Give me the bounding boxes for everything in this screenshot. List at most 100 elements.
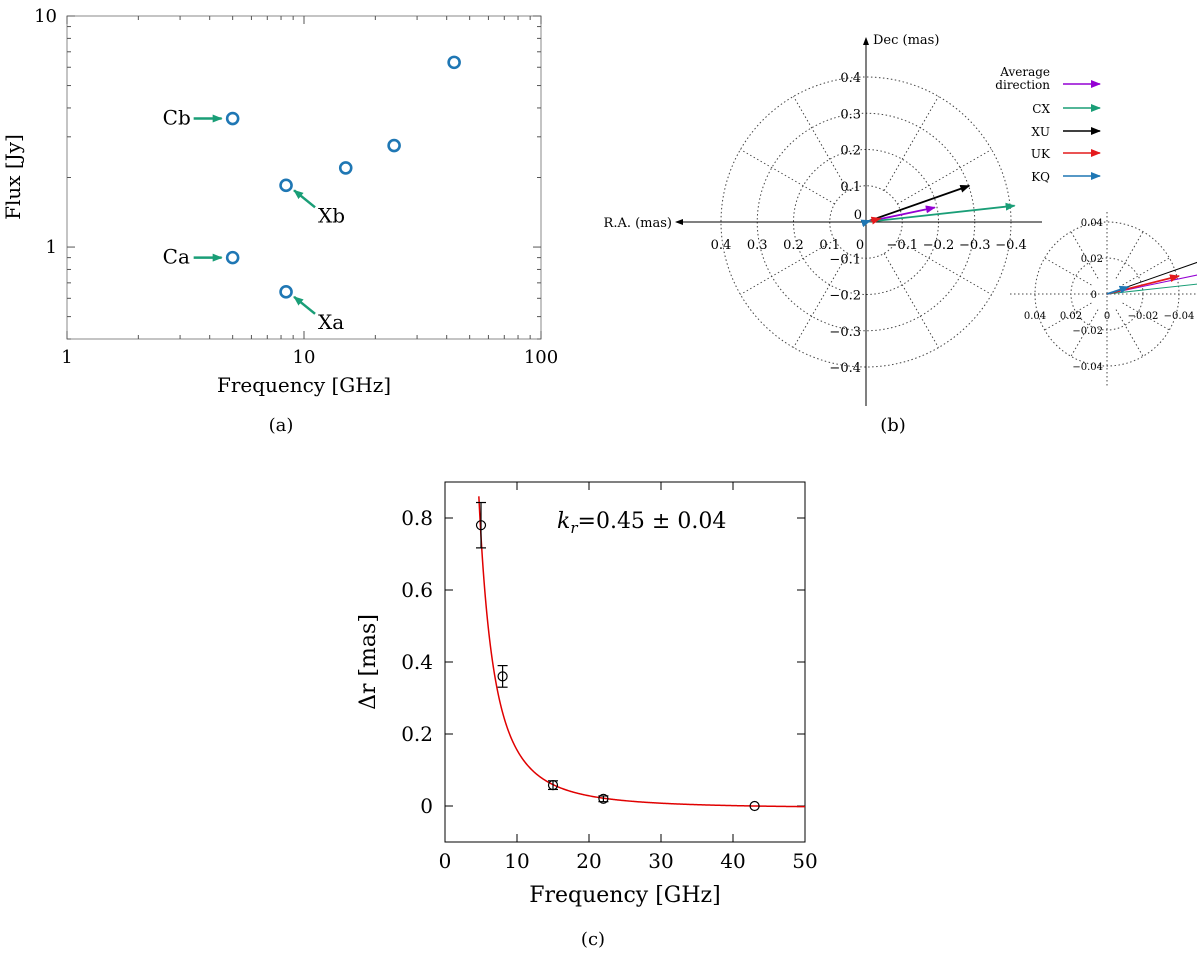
inset-spoke xyxy=(1115,231,1144,279)
y-tick-label: 0.6 xyxy=(401,578,433,602)
panel-a-plot-frame xyxy=(66,15,542,340)
inset-vectors xyxy=(1106,261,1197,295)
dec-tick-label: 0.3 xyxy=(840,107,861,122)
legend-label: Average xyxy=(999,65,1050,79)
inset-ra-tick-label: −0.02 xyxy=(1128,311,1159,322)
y-tick-label: 1 xyxy=(46,237,57,258)
polar-spoke xyxy=(740,149,835,205)
ra-tick-label: 0.3 xyxy=(747,238,768,253)
data-point xyxy=(447,55,461,70)
x-tick-label: 0 xyxy=(439,849,452,873)
inset-vector-average-direction xyxy=(1106,274,1197,295)
panel-a-caption: (a) xyxy=(269,415,294,436)
data-point xyxy=(225,250,240,265)
x-tick-label: 10 xyxy=(293,347,316,368)
data-point xyxy=(279,285,293,299)
y-tick-label: 10 xyxy=(34,6,57,27)
panel-a-x-axis-label: Frequency [GHz] xyxy=(217,373,391,397)
data-point xyxy=(547,780,559,791)
inset-ra-tick-label: −0.04 xyxy=(1164,311,1195,322)
dec-tick-label: −0.1 xyxy=(829,252,861,267)
ra-tick-label: −0.2 xyxy=(923,238,955,253)
x-tick-label: 40 xyxy=(720,849,745,873)
x-tick-label: 1 xyxy=(61,347,72,368)
annotation-arrow xyxy=(293,189,316,209)
vector-kq xyxy=(860,219,872,228)
panel-c-x-axis-label: Frequency [GHz] xyxy=(529,883,721,908)
ra-tick-label: −0.1 xyxy=(886,238,918,253)
x-tick-label: 100 xyxy=(524,347,558,368)
panel-c-points xyxy=(475,501,760,812)
annotation-label: Ca xyxy=(163,245,190,269)
inset-dec-tick-label: 0.04 xyxy=(1081,218,1103,229)
legend-label: UK xyxy=(1031,147,1051,161)
inset-spoke xyxy=(1044,257,1092,286)
legend-label: direction xyxy=(995,78,1050,92)
vector-cx xyxy=(865,202,1016,223)
legend-label: XU xyxy=(1031,125,1050,139)
data-point xyxy=(225,111,240,126)
inset-ra-tick-label: 0 xyxy=(1104,311,1110,322)
panel-b-axes: R.A. (mas)Dec (mas)0.4 0.3 0.2 0.1 0 −0.1 −0.2… xyxy=(604,33,1042,406)
legend-label: KQ xyxy=(1031,170,1050,184)
panel-c-fit-curve xyxy=(478,496,806,808)
dec-tick-label: 0.1 xyxy=(840,180,861,195)
inset-dec-tick-label: −0.02 xyxy=(1072,326,1103,337)
dec-tick-label: −0.4 xyxy=(829,361,861,376)
inset-spoke xyxy=(1122,257,1170,286)
dec-tick-label: 0 xyxy=(854,208,862,223)
y-tick-label: 0.4 xyxy=(401,650,433,674)
panel-b-polar-offsets: R.A. (mas)Dec (mas)0.4 0.3 0.2 0.1 0 −0.1 −0.2… xyxy=(604,33,1197,436)
dec-tick-label: −0.3 xyxy=(829,325,861,340)
panel-b-inset-zoom: 0.04 0.02 0 −0.02 −0.040.040.020−0.02−0.04 xyxy=(1010,212,1197,388)
polar-spoke xyxy=(883,253,939,348)
annotation-arrow xyxy=(293,295,316,315)
panel-a-y-axis-label: Flux [Jy] xyxy=(1,134,25,220)
dec-axis-label: Dec (mas) xyxy=(873,33,939,48)
inset-spoke xyxy=(1070,309,1099,357)
x-tick-label: 30 xyxy=(648,849,673,873)
inset-spoke xyxy=(1044,302,1092,331)
panel-c-y-axis-label: Δr [mas] xyxy=(356,614,381,710)
panel-c-ticks: 0 10 20 30 40 50 0 0.2 0.4 0.6 0.8 xyxy=(401,482,818,873)
dec-tick-label: −0.2 xyxy=(829,289,861,304)
panel-a-flux-spectrum: 1 10 100 1 10 Cb Ca Xb Xa Frequency [GHz] Flux … xyxy=(1,6,558,436)
y-tick-label: 0.8 xyxy=(401,506,433,530)
data-point xyxy=(338,161,353,175)
ra-tick-label: 0.2 xyxy=(783,238,804,253)
inset-spoke xyxy=(1115,309,1144,357)
data-point xyxy=(475,520,487,531)
x-tick-label: 50 xyxy=(792,849,817,873)
annotation-label: Xa xyxy=(318,310,344,334)
ra-tick-label: 0 xyxy=(856,238,864,253)
y-tick-label: 0.2 xyxy=(401,722,433,746)
inset-dec-tick-label: −0.04 xyxy=(1072,362,1103,373)
panel-c-caption: (c) xyxy=(581,929,605,950)
annotation-label: Xb xyxy=(318,203,345,227)
x-tick-label: 10 xyxy=(504,849,529,873)
annotation-label: Cb xyxy=(163,106,191,130)
inset-dec-tick-label: 0.02 xyxy=(1081,254,1103,265)
panel-a-ticks: 1 10 100 1 10 xyxy=(34,6,558,368)
data-point xyxy=(387,138,401,153)
panel-b-caption: (b) xyxy=(880,415,906,436)
inset-ra-tick-label: 0.02 xyxy=(1060,311,1082,322)
data-point xyxy=(598,793,609,804)
dec-tick-label: 0.4 xyxy=(840,71,861,86)
panel-a-points xyxy=(225,55,461,299)
data-point xyxy=(497,671,508,682)
dec-tick-label: 0.2 xyxy=(840,144,861,159)
ra-tick-label: 0.4 xyxy=(711,238,732,253)
polar-spoke xyxy=(883,96,939,191)
panel-c-plot-frame xyxy=(444,481,806,843)
data-point xyxy=(279,178,293,193)
inset-ra-tick-label: 0.04 xyxy=(1024,311,1046,322)
inset-dec-tick-label: 0 xyxy=(1091,290,1097,301)
polar-spoke xyxy=(897,149,992,205)
ra-tick-label: −0.4 xyxy=(995,238,1027,253)
panel-c-fit-annotation: kr=0.45 ± 0.04 xyxy=(557,509,726,537)
inset-spoke xyxy=(1070,231,1099,279)
